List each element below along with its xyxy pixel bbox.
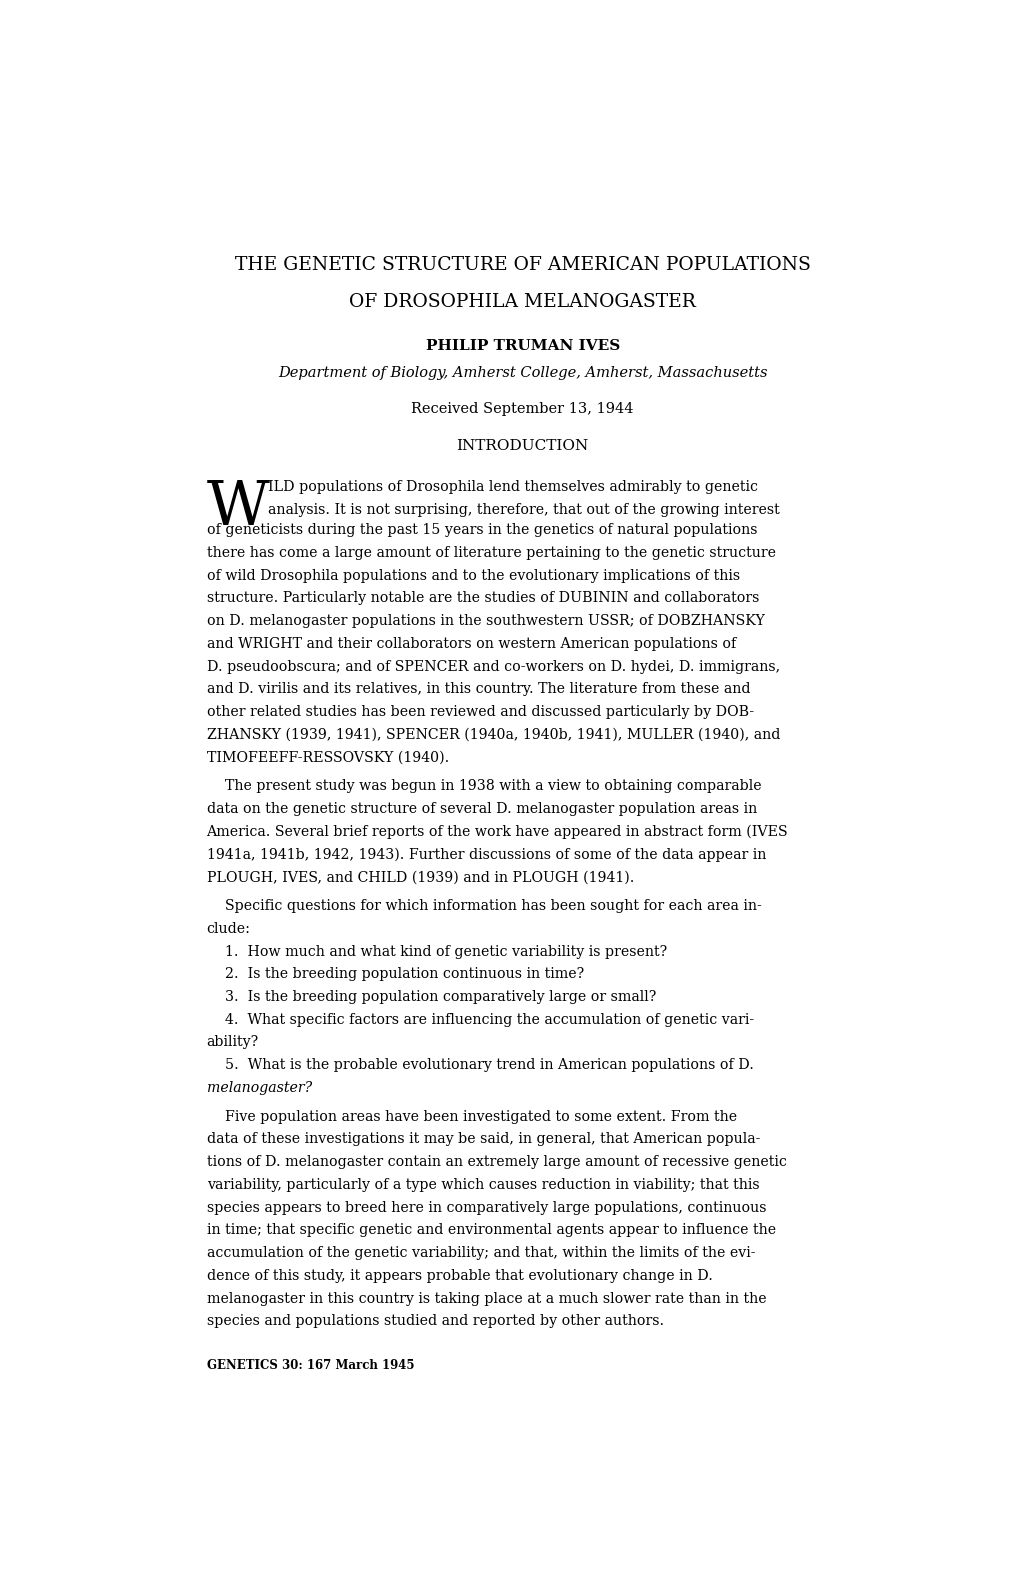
Text: species appears to breed here in comparatively large populations, continuous: species appears to breed here in compara… [206,1200,765,1214]
Text: data on the genetic structure of several D. melanogaster population areas in: data on the genetic structure of several… [206,802,756,816]
Text: of wild Drosophila populations and to the evolutionary implications of this: of wild Drosophila populations and to th… [206,568,739,583]
Text: GENETICS 30: 167 March 1945: GENETICS 30: 167 March 1945 [206,1360,414,1372]
Text: of geneticists during the past 15 years in the genetics of natural populations: of geneticists during the past 15 years … [206,523,756,537]
Text: ability?: ability? [206,1036,259,1050]
Text: clude:: clude: [206,922,251,936]
Text: TIMOFEEFF-RESSOVSKY (1940).: TIMOFEEFF-RESSOVSKY (1940). [206,750,448,764]
Text: on D. melanogaster populations in the southwestern USSR; of DOBZHANSKY: on D. melanogaster populations in the so… [206,614,763,628]
Text: variability, particularly of a type which causes reduction in viability; that th: variability, particularly of a type whic… [206,1178,758,1192]
Text: INTRODUCTION: INTRODUCTION [457,439,588,453]
Text: analysis. It is not surprising, therefore, that out of the growing interest: analysis. It is not surprising, therefor… [268,502,780,516]
Text: 1941a, 1941b, 1942, 1943). Further discussions of some of the data appear in: 1941a, 1941b, 1942, 1943). Further discu… [206,848,765,862]
Text: and WRIGHT and their collaborators on western American populations of: and WRIGHT and their collaborators on we… [206,636,735,651]
Text: Received September 13, 1944: Received September 13, 1944 [411,403,634,417]
Text: structure. Particularly notable are the studies of DUBININ and collaborators: structure. Particularly notable are the … [206,591,758,605]
Text: Specific questions for which information has been sought for each area in-: Specific questions for which information… [206,898,760,913]
Text: 1.  How much and what kind of genetic variability is present?: 1. How much and what kind of genetic var… [206,944,666,958]
Text: in time; that specific genetic and environmental agents appear to influence the: in time; that specific genetic and envir… [206,1224,774,1238]
Text: ZHANSKY (1939, 1941), SPENCER (1940a, 1940b, 1941), MULLER (1940), and: ZHANSKY (1939, 1941), SPENCER (1940a, 19… [206,728,780,742]
Text: OF DROSOPHILA MELANOGASTER: OF DROSOPHILA MELANOGASTER [348,292,696,311]
Text: data of these investigations it may be said, in general, that American popula-: data of these investigations it may be s… [206,1132,759,1146]
Text: W: W [206,477,269,537]
Text: Department of Biology, Amherst College, Amherst, Massachusetts: Department of Biology, Amherst College, … [278,366,766,381]
Text: species and populations studied and reported by other authors.: species and populations studied and repo… [206,1314,663,1328]
Text: there has come a large amount of literature pertaining to the genetic structure: there has come a large amount of literat… [206,546,774,561]
Text: 2.  Is the breeding population continuous in time?: 2. Is the breeding population continuous… [206,968,583,981]
Text: D. pseudoobscura; and of SPENCER and co-workers on D. hydei, D. immigrans,: D. pseudoobscura; and of SPENCER and co-… [206,660,779,674]
Text: 5.  What is the probable evolutionary trend in American populations of D.: 5. What is the probable evolutionary tre… [206,1058,753,1072]
Text: America. Several brief reports of the work have appeared in abstract form (IVES: America. Several brief reports of the wo… [206,824,788,838]
Text: PLOUGH, IVES, and CHILD (1939) and in PLOUGH (1941).: PLOUGH, IVES, and CHILD (1939) and in PL… [206,870,633,884]
Text: PHILIP TRUMAN IVES: PHILIP TRUMAN IVES [425,339,620,354]
Text: melanogaster in this country is taking place at a much slower rate than in the: melanogaster in this country is taking p… [206,1292,765,1306]
Text: The present study was begun in 1938 with a view to obtaining comparable: The present study was begun in 1938 with… [206,780,760,793]
Text: and D. virilis and its relatives, in this country. The literature from these and: and D. virilis and its relatives, in thi… [206,682,749,696]
Text: accumulation of the genetic variability; and that, within the limits of the evi-: accumulation of the genetic variability;… [206,1246,754,1260]
Text: other related studies has been reviewed and discussed particularly by DOB-: other related studies has been reviewed … [206,704,753,718]
Text: ILD populations of Drosophila lend themselves admirably to genetic: ILD populations of Drosophila lend thems… [268,480,757,494]
Text: THE GENETIC STRUCTURE OF AMERICAN POPULATIONS: THE GENETIC STRUCTURE OF AMERICAN POPULA… [234,256,810,275]
Text: dence of this study, it appears probable that evolutionary change in D.: dence of this study, it appears probable… [206,1270,711,1282]
Text: 3.  Is the breeding population comparatively large or small?: 3. Is the breeding population comparativ… [206,990,655,1004]
Text: tions of D. melanogaster contain an extremely large amount of recessive genetic: tions of D. melanogaster contain an extr… [206,1156,786,1168]
Text: melanogaster?: melanogaster? [206,1082,312,1094]
Text: 4.  What specific factors are influencing the accumulation of genetic vari-: 4. What specific factors are influencing… [206,1012,753,1026]
Text: Five population areas have been investigated to some extent. From the: Five population areas have been investig… [206,1110,736,1124]
